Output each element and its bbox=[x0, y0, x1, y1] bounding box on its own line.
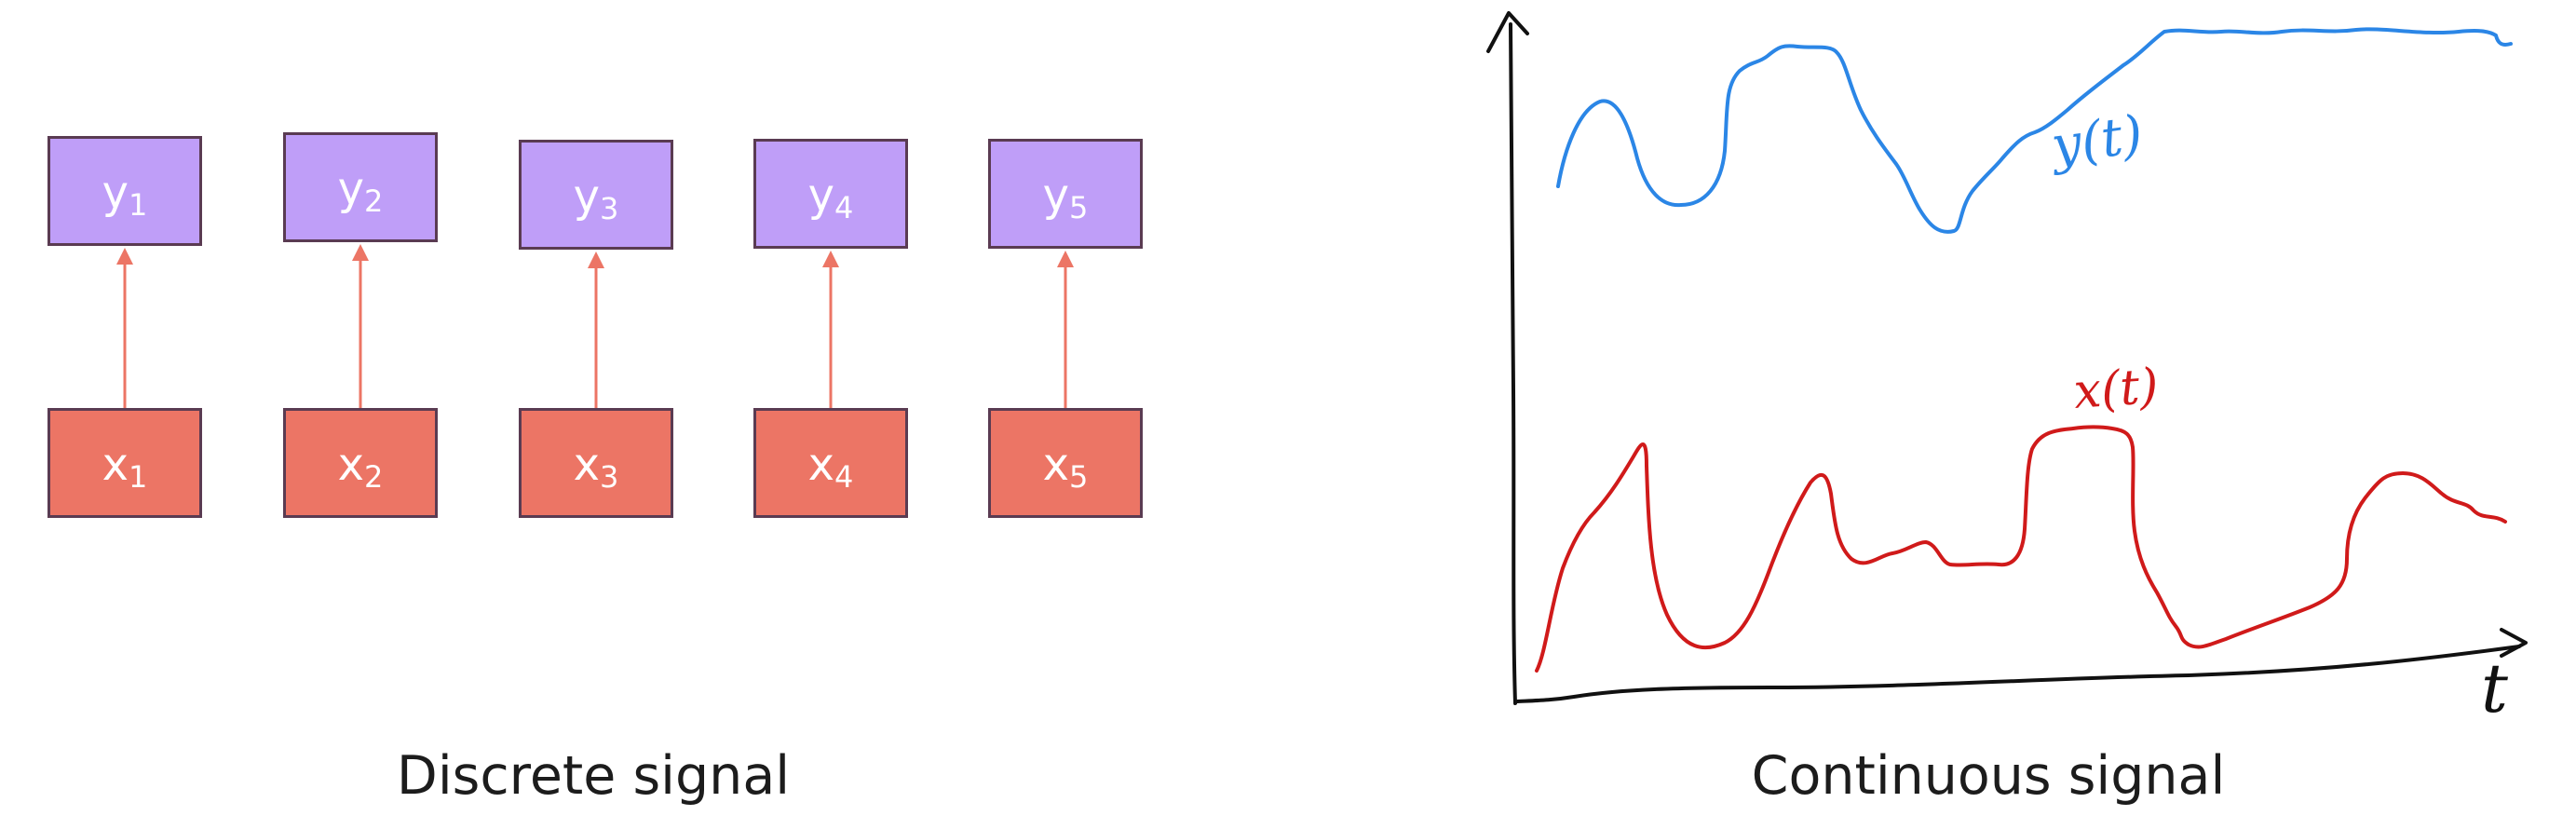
input-box-subscript: 1 bbox=[129, 459, 148, 495]
output-box: y4 bbox=[753, 139, 908, 249]
output-box: y3 bbox=[519, 140, 673, 250]
input-box: x1 bbox=[47, 408, 202, 518]
output-box-label: y bbox=[1042, 170, 1070, 222]
output-signal-curve bbox=[1556, 27, 2513, 234]
output-box-subscript: 1 bbox=[129, 187, 148, 223]
output-box: y5 bbox=[988, 139, 1143, 249]
input-signal-curve bbox=[1535, 425, 2507, 673]
input-box: x2 bbox=[283, 408, 438, 518]
arrow-head bbox=[1057, 251, 1074, 267]
input-box-label: x bbox=[102, 439, 129, 491]
output-signal-label: y(t) bbox=[2045, 104, 2147, 177]
output-box-subscript: 3 bbox=[600, 191, 619, 226]
x-axis-label: t bbox=[2481, 649, 2509, 728]
output-box-label: y bbox=[102, 167, 129, 219]
input-box-subscript: 2 bbox=[364, 459, 384, 495]
arrow-head bbox=[588, 252, 604, 268]
output-box-subscript: 5 bbox=[1069, 190, 1089, 225]
output-box: y1 bbox=[47, 136, 202, 246]
x-axis-arrowhead bbox=[2500, 628, 2528, 658]
output-box-label: y bbox=[807, 170, 835, 222]
output-box: y2 bbox=[283, 132, 438, 242]
input-box-subscript: 4 bbox=[834, 459, 854, 495]
input-box: x4 bbox=[753, 408, 908, 518]
input-box: x5 bbox=[988, 408, 1143, 518]
input-box-subscript: 3 bbox=[600, 459, 619, 495]
output-box-subscript: 4 bbox=[834, 190, 854, 225]
input-signal-label: x(t) bbox=[2072, 359, 2161, 420]
input-box: x3 bbox=[519, 408, 673, 518]
continuous-caption: Continuous signal bbox=[1751, 745, 2226, 807]
y-axis bbox=[1509, 22, 1517, 705]
output-box-label: y bbox=[337, 163, 365, 215]
output-box-subscript: 2 bbox=[364, 184, 384, 219]
input-box-label: x bbox=[573, 439, 601, 491]
discrete-caption: Discrete signal bbox=[396, 745, 791, 807]
input-box-subscript: 5 bbox=[1069, 459, 1089, 495]
y-axis-arrowhead bbox=[1486, 11, 1529, 53]
arrow-head bbox=[352, 244, 369, 261]
input-box-label: x bbox=[1042, 439, 1070, 491]
x-axis bbox=[1513, 645, 2521, 703]
input-box-label: x bbox=[337, 439, 365, 491]
arrow-head bbox=[116, 248, 133, 265]
arrow-head bbox=[822, 251, 839, 267]
output-box-label: y bbox=[573, 170, 601, 223]
input-box-label: x bbox=[807, 439, 835, 491]
